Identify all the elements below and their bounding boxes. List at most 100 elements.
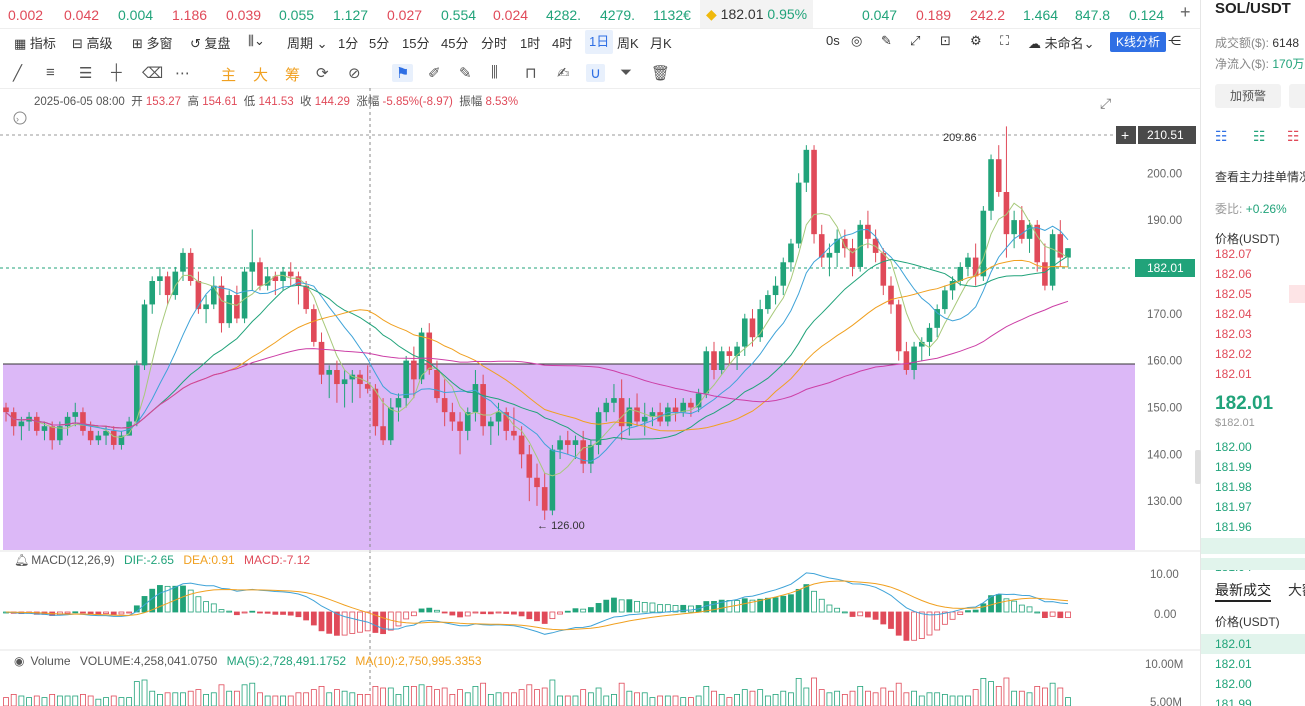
- trade-row[interactable]: 182.01: [1215, 657, 1252, 671]
- ticker-item[interactable]: 0.004: [118, 7, 154, 23]
- ticker-item[interactable]: 0.027: [387, 7, 423, 23]
- panel-more-button[interactable]: [1289, 84, 1305, 108]
- cloud-save[interactable]: ☁ 未命名⌄: [1028, 36, 1095, 51]
- interval-7[interactable]: 1日: [585, 30, 614, 54]
- ticker-item[interactable]: 0.042: [64, 7, 100, 23]
- big-tool[interactable]: 大: [253, 67, 269, 84]
- ticker-item[interactable]: 4282.: [546, 7, 582, 23]
- chip-tool[interactable]: 筹: [285, 67, 301, 84]
- ticker-item[interactable]: 0.055: [279, 7, 315, 23]
- trade-row[interactable]: 182.01: [1215, 637, 1252, 651]
- advanced-button[interactable]: ⊟ 高级: [72, 33, 113, 52]
- period-dropdown[interactable]: 周期 ⌄: [287, 36, 328, 51]
- collapse-icon[interactable]: [13, 111, 27, 125]
- interval-5[interactable]: 1时: [520, 36, 541, 51]
- orderbook-bids-icon[interactable]: ☷: [1253, 128, 1266, 144]
- main-tool[interactable]: 主: [221, 67, 237, 84]
- parallel-lines-icon[interactable]: ≡: [46, 64, 55, 81]
- ticker-item[interactable]: 0.002: [8, 7, 44, 23]
- add-ticker-icon[interactable]: +: [1180, 2, 1191, 22]
- interval-6[interactable]: 4时: [552, 36, 573, 51]
- ticker-item[interactable]: 1.186: [172, 7, 208, 23]
- ask-row[interactable]: 182.06: [1215, 267, 1252, 281]
- crosshair-line-icon[interactable]: ┼: [111, 64, 122, 81]
- candle-body: [649, 412, 656, 417]
- add-alert-panel-button[interactable]: 加预警: [1215, 84, 1281, 108]
- fullscreen-icon[interactable]: ⛶: [1000, 33, 1010, 48]
- orderbook-asks-icon[interactable]: ☷: [1287, 128, 1300, 144]
- ask-row[interactable]: 182.07: [1215, 247, 1252, 261]
- interval-9[interactable]: 月K: [650, 36, 672, 51]
- bid-row[interactable]: 182.00: [1215, 440, 1252, 454]
- kline-analysis-button[interactable]: K线分析: [1110, 32, 1167, 52]
- filter-icon[interactable]: ⏷: [620, 64, 633, 81]
- trash-icon[interactable]: 🗑: [651, 65, 671, 82]
- ticker-item[interactable]: 847.8: [1075, 7, 1111, 23]
- ruler-icon[interactable]: ⊡: [940, 33, 951, 48]
- ticker-item-selected[interactable]: ◆ 182.01 0.95%: [700, 0, 814, 28]
- indicator-button[interactable]: ▦ 指标: [14, 33, 56, 52]
- add-alert-button[interactable]: [1116, 126, 1136, 144]
- camera-icon[interactable]: ◎: [851, 33, 863, 48]
- ticker-item[interactable]: 4279.: [600, 7, 636, 23]
- candle-body: [511, 430, 517, 436]
- ticker-item[interactable]: 0.047: [862, 7, 898, 23]
- hide-icon[interactable]: ⊘: [348, 65, 361, 82]
- ticker-item[interactable]: 0.124: [1129, 7, 1165, 23]
- ticker-item[interactable]: 1.464: [1023, 7, 1059, 23]
- more-icon[interactable]: ⋯: [175, 65, 190, 82]
- multi-window-button[interactable]: ⊞ 多窗: [132, 33, 173, 52]
- interval-0[interactable]: 1分: [338, 36, 359, 51]
- interval-2[interactable]: 15分: [402, 36, 430, 51]
- ask-row[interactable]: 182.03: [1215, 327, 1252, 341]
- line-tool-icon[interactable]: ╱: [13, 65, 23, 82]
- ticker-item[interactable]: 1.127: [333, 7, 369, 23]
- edit-icon[interactable]: ✍: [557, 65, 570, 82]
- trade-row[interactable]: 182.00: [1215, 677, 1252, 691]
- ticker-item[interactable]: 242.2: [970, 7, 1006, 23]
- candle-body: [1026, 224, 1033, 239]
- horizontal-lines-icon[interactable]: ☰: [79, 65, 93, 82]
- ask-row[interactable]: 182.01: [1215, 367, 1252, 381]
- ticker-item[interactable]: 0.189: [916, 7, 952, 23]
- expand-icon[interactable]: ⤢: [1100, 95, 1111, 111]
- resize-icon[interactable]: ⤢: [910, 33, 921, 48]
- bid-row[interactable]: 181.96: [1215, 520, 1252, 534]
- marker-icon[interactable]: ✐: [428, 65, 441, 82]
- ticker-item[interactable]: 0.039: [226, 7, 262, 23]
- magnet-icon[interactable]: ∪: [586, 64, 605, 82]
- ask-row[interactable]: 182.02: [1215, 347, 1252, 361]
- bid-row[interactable]: 181.97: [1215, 500, 1252, 514]
- interval-4[interactable]: 分时: [481, 36, 508, 51]
- eraser-icon[interactable]: ⌫: [142, 65, 164, 82]
- ticker-item[interactable]: 1132€: [653, 7, 691, 23]
- trade-row[interactable]: 181.99: [1215, 697, 1252, 706]
- main-orders-link[interactable]: 查看主力挂单情况: [1215, 170, 1305, 184]
- chart-type-button[interactable]: ⫼⌄: [248, 33, 265, 48]
- ticker-item[interactable]: 0.554: [441, 7, 477, 23]
- share-icon[interactable]: ⋲: [1168, 33, 1181, 48]
- pen-icon[interactable]: ✎: [881, 33, 892, 48]
- panel-resize-handle[interactable]: [1195, 450, 1201, 484]
- settings-icon[interactable]: ⚙: [970, 33, 982, 48]
- kline-chart[interactable]: 200.00190.00180.00170.00160.00150.00140.…: [0, 88, 1200, 706]
- cloud-icon: ☁: [1028, 36, 1041, 51]
- bid-row[interactable]: 181.98: [1215, 480, 1252, 494]
- tab-latest-trades[interactable]: 最新成交: [1215, 582, 1271, 598]
- brush-icon[interactable]: ✎: [459, 65, 472, 82]
- macd-bar: [1049, 611, 1056, 617]
- ticker-item[interactable]: 0.024: [493, 7, 529, 23]
- tab-big-trades[interactable]: 大额: [1288, 582, 1305, 598]
- bid-row[interactable]: 181.99: [1215, 460, 1252, 474]
- orderbook-both-icon[interactable]: ☷: [1215, 128, 1228, 144]
- ask-row[interactable]: 182.05: [1215, 287, 1252, 301]
- replay-button[interactable]: ↺ 复盘: [190, 33, 231, 52]
- ask-row[interactable]: 182.04: [1215, 307, 1252, 321]
- bookmark-icon[interactable]: ⚑: [392, 64, 414, 82]
- lock-icon[interactable]: ⊓: [525, 65, 537, 82]
- candle-tool-icon[interactable]: ⫼: [491, 64, 498, 81]
- interval-8[interactable]: 周K: [617, 36, 639, 51]
- interval-1[interactable]: 5分: [369, 36, 390, 51]
- sync-icon[interactable]: ⟳: [316, 65, 329, 82]
- interval-3[interactable]: 45分: [441, 36, 469, 51]
